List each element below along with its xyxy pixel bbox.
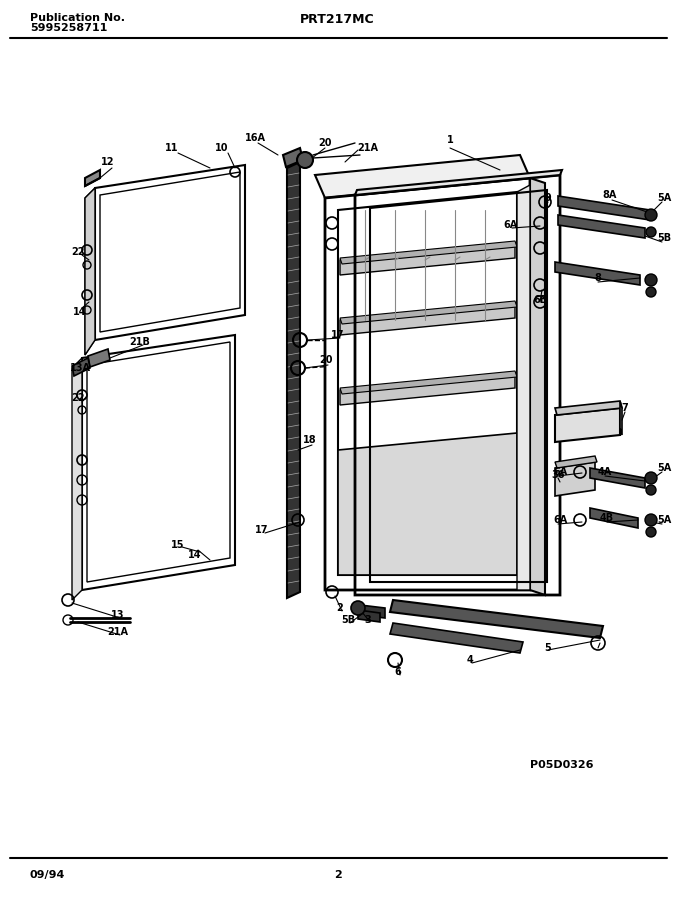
Polygon shape [72, 358, 82, 600]
Polygon shape [555, 262, 640, 285]
Polygon shape [287, 162, 300, 598]
Text: 14: 14 [73, 307, 87, 317]
Text: 10: 10 [215, 143, 229, 153]
Polygon shape [558, 196, 650, 220]
Polygon shape [555, 462, 595, 496]
Text: 17: 17 [331, 330, 345, 340]
Text: 5B: 5B [657, 233, 671, 243]
Text: 4: 4 [466, 655, 473, 665]
Polygon shape [100, 172, 240, 332]
Text: 2: 2 [336, 603, 343, 613]
Text: 21A: 21A [357, 143, 378, 153]
Circle shape [645, 514, 657, 526]
Text: 16A: 16A [244, 133, 265, 143]
Text: 13: 13 [111, 610, 125, 620]
Circle shape [351, 601, 365, 615]
Text: 5A: 5A [657, 515, 671, 525]
Circle shape [297, 152, 313, 168]
Polygon shape [340, 373, 515, 405]
Text: 6: 6 [395, 667, 401, 677]
Text: 13A: 13A [70, 363, 91, 373]
Text: 22: 22 [71, 247, 85, 257]
Polygon shape [517, 185, 530, 590]
Text: 09/94: 09/94 [30, 870, 66, 880]
Circle shape [646, 485, 656, 495]
Polygon shape [620, 401, 622, 435]
Polygon shape [85, 188, 95, 355]
Polygon shape [358, 610, 380, 622]
Text: 36: 36 [551, 470, 565, 480]
Polygon shape [85, 188, 95, 355]
Text: 15: 15 [171, 540, 185, 550]
Text: 6A: 6A [553, 467, 567, 477]
Text: 5995258711: 5995258711 [30, 23, 108, 33]
Polygon shape [325, 178, 530, 590]
Text: 8: 8 [594, 273, 601, 283]
Polygon shape [555, 401, 622, 415]
Text: 17: 17 [255, 525, 269, 535]
Polygon shape [558, 215, 645, 238]
Polygon shape [340, 303, 515, 335]
Text: 20: 20 [320, 355, 333, 365]
Polygon shape [340, 243, 515, 275]
Polygon shape [340, 301, 517, 324]
Circle shape [646, 287, 656, 297]
Text: 11: 11 [165, 143, 179, 153]
Text: 7: 7 [621, 403, 628, 413]
Polygon shape [340, 371, 517, 394]
Circle shape [646, 227, 656, 237]
Text: 12: 12 [102, 157, 114, 167]
Text: 5B: 5B [341, 615, 355, 625]
Polygon shape [315, 155, 530, 198]
Text: 14: 14 [188, 550, 202, 560]
Text: 18: 18 [303, 435, 317, 445]
Text: 5A: 5A [657, 463, 671, 473]
Polygon shape [87, 342, 230, 582]
Polygon shape [355, 170, 562, 195]
Text: 21A: 21A [108, 627, 129, 637]
Polygon shape [590, 468, 645, 488]
Polygon shape [82, 335, 235, 590]
Text: 22: 22 [71, 393, 85, 403]
Text: 3: 3 [365, 615, 372, 625]
Circle shape [645, 274, 657, 286]
Circle shape [646, 527, 656, 537]
Text: 6A: 6A [553, 515, 567, 525]
Text: 6A: 6A [503, 220, 517, 230]
Text: 5: 5 [544, 643, 551, 653]
Text: 21B: 21B [129, 337, 150, 347]
Polygon shape [555, 456, 597, 468]
Polygon shape [72, 358, 90, 376]
Polygon shape [283, 148, 303, 167]
Polygon shape [530, 178, 545, 595]
Text: 5A: 5A [657, 193, 671, 203]
Circle shape [645, 209, 657, 221]
Polygon shape [95, 165, 245, 340]
Polygon shape [85, 170, 100, 186]
Text: 9: 9 [544, 193, 551, 203]
Text: 8A: 8A [603, 190, 617, 200]
Text: P05D0326: P05D0326 [530, 760, 594, 770]
Polygon shape [390, 623, 523, 653]
Polygon shape [88, 349, 110, 367]
Text: 1: 1 [447, 135, 454, 145]
Text: 20: 20 [318, 138, 332, 148]
Polygon shape [390, 600, 603, 638]
Text: 4A: 4A [598, 467, 612, 477]
Text: 6B: 6B [533, 295, 547, 305]
Text: 2: 2 [334, 870, 342, 880]
Text: PRT217MC: PRT217MC [300, 13, 374, 26]
Text: 4B: 4B [600, 513, 614, 523]
Text: Publication No.: Publication No. [30, 13, 125, 23]
Circle shape [645, 472, 657, 484]
Polygon shape [360, 605, 385, 618]
Polygon shape [590, 508, 638, 528]
Polygon shape [340, 241, 517, 264]
Polygon shape [338, 433, 517, 575]
Polygon shape [555, 408, 620, 442]
